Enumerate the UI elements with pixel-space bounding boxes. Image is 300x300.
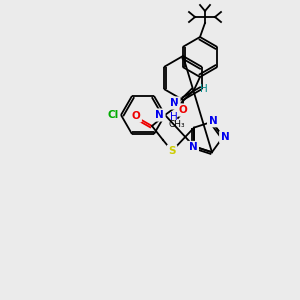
Text: N: N: [189, 142, 197, 152]
Text: N: N: [170, 98, 179, 108]
Text: S: S: [168, 146, 176, 156]
Text: O: O: [132, 111, 140, 121]
Text: Cl: Cl: [108, 110, 119, 120]
Text: N: N: [155, 110, 164, 120]
Text: H: H: [200, 84, 208, 94]
Text: N: N: [208, 116, 217, 126]
Text: N: N: [220, 132, 230, 142]
Text: O: O: [178, 105, 188, 115]
Text: CH₃: CH₃: [169, 120, 185, 129]
Text: H: H: [170, 112, 178, 122]
